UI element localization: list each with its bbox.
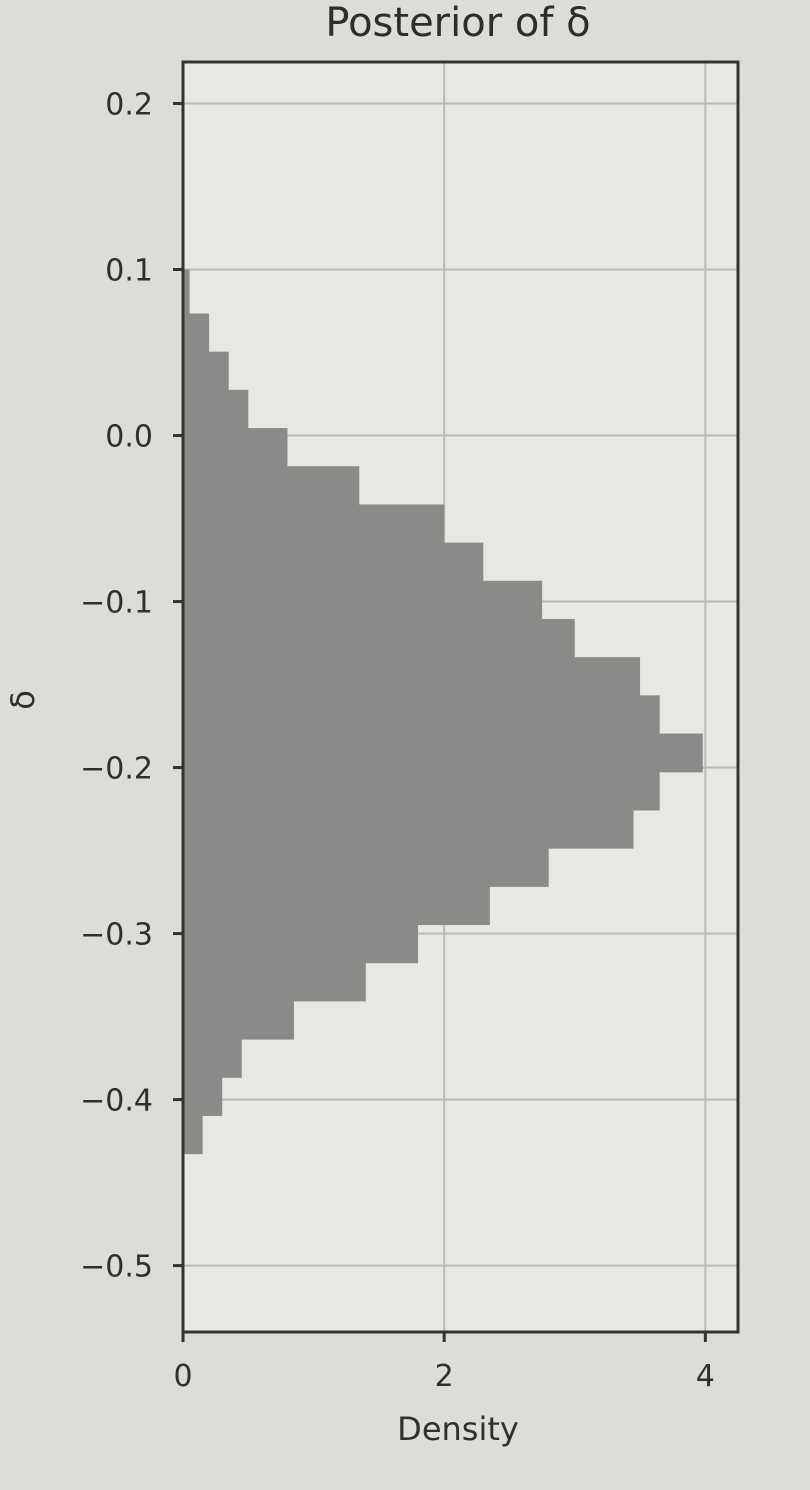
histogram-bar (183, 848, 549, 887)
y-tick-label: −0.2 (80, 752, 153, 787)
histogram-bar (183, 1000, 294, 1040)
x-axis-ticks: 0 2 4 (173, 1332, 715, 1394)
histogram-bar (183, 580, 543, 620)
y-tick-label: 0.1 (105, 254, 153, 289)
histogram-bar (183, 1115, 203, 1155)
histogram-bar (183, 1038, 242, 1078)
plot-frame (181, 60, 740, 1334)
histogram-bar (183, 428, 288, 467)
y-axis-ticks: 0.2 0.1 0.0 −0.1 −0.2 −0.3 −0.4 −0.5 (80, 88, 183, 1285)
y-tick-label: −0.3 (80, 918, 153, 953)
x-tick-label: 2 (435, 1359, 454, 1394)
histogram-bar (183, 269, 190, 315)
histogram-bars (183, 269, 703, 1155)
histogram-bar (183, 695, 660, 735)
x-tick-label: 4 (696, 1359, 715, 1394)
x-tick-label: 0 (173, 1359, 192, 1394)
histogram-bar (183, 962, 366, 1002)
histogram-bar (183, 618, 575, 658)
y-tick-label: −0.5 (80, 1250, 153, 1285)
histogram-bar (183, 351, 229, 391)
histogram-bar (183, 466, 360, 506)
y-tick-label: 0.0 (105, 420, 153, 455)
histogram-bar (183, 809, 634, 849)
histogram-bar (183, 542, 484, 582)
histogram-bar (183, 389, 249, 429)
histogram-bar (183, 657, 641, 696)
y-tick-label: −0.1 (80, 586, 153, 621)
histogram-bar (183, 313, 210, 353)
histogram-bar (183, 504, 445, 544)
chart-title: Posterior of δ (325, 0, 590, 46)
y-tick-label: −0.4 (80, 1084, 153, 1119)
histogram-bar (183, 771, 660, 811)
y-tick-label: 0.2 (105, 88, 153, 123)
histogram-bar (183, 886, 490, 926)
histogram-bar (183, 924, 419, 964)
x-axis-label: Density (397, 1410, 519, 1448)
histogram-bar (183, 733, 703, 773)
y-axis-label: δ (4, 690, 42, 710)
histogram-bar (183, 1077, 223, 1116)
